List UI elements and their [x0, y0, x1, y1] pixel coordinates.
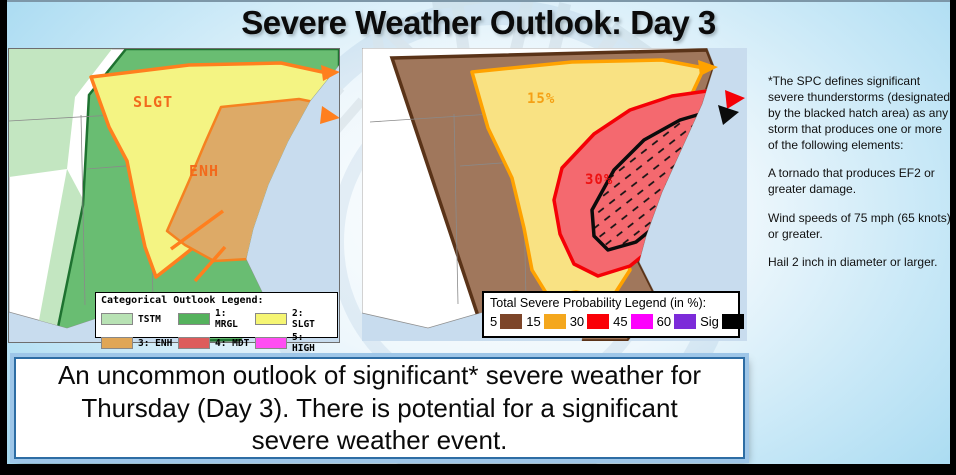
legend-item-enh: 3: ENH [101, 332, 178, 354]
prob45-swatch [630, 314, 653, 329]
prob5-swatch [500, 314, 523, 329]
legend-label: 3: ENH [138, 337, 173, 349]
tstm-strip [35, 169, 83, 342]
probability-legend: Total Severe Probability Legend (in %): … [482, 291, 744, 338]
legend-item-high: 5: HIGH [255, 332, 332, 354]
prob30-label: 30% [585, 172, 613, 188]
prob30-swatch [587, 314, 610, 329]
tstm-swatch [101, 313, 133, 325]
caption-box: An uncommon outlook of significant* seve… [14, 357, 745, 459]
legend-item-5: 5 [490, 314, 523, 329]
note-paragraph: A tornado that produces EF2 or greater d… [768, 166, 935, 197]
arrow-icon [718, 105, 739, 125]
legend-label: 15 [526, 314, 541, 329]
slide-background: WEATHER Severe Weather Outlook: Day 3 [7, 0, 950, 464]
categorical-legend: Categorical Outlook Legend: TSTM 1: MRGL… [95, 292, 338, 354]
legend-label: 1: MRGL [215, 308, 238, 330]
legend-label: TSTM [138, 313, 161, 325]
probability-outlook-map: 15% 30% [362, 48, 747, 341]
legend-label: 60 [656, 314, 672, 329]
legend-item-60: 60 [656, 314, 697, 329]
legend-label: Sig [700, 314, 719, 329]
sig-swatch [721, 314, 744, 329]
tstm-area [9, 49, 112, 177]
arrow-icon [321, 65, 339, 81]
legend-item-45: 45 [613, 314, 653, 329]
arrow-icon [320, 106, 339, 124]
arrow-icon [725, 90, 745, 109]
slgt-label: SLGT [133, 93, 173, 111]
legend-item-mdt: 4: MDT [178, 332, 255, 354]
note-paragraph: Hail 2 inch in diameter or larger. [768, 254, 938, 269]
page-title: Severe Weather Outlook: Day 3 [241, 4, 716, 41]
legend-label: 30 [569, 314, 585, 329]
legend-label: 5: HIGH [292, 332, 315, 354]
legend-label: 4: MDT [215, 337, 250, 349]
legend-item-15: 15 [526, 314, 566, 329]
legend-label: 5 [490, 314, 498, 329]
legend-item-sig: Sig [700, 314, 744, 329]
high-swatch [255, 337, 287, 349]
categorical-legend-title: Categorical Outlook Legend: [101, 295, 264, 306]
slgt-border-segment2 [193, 245, 227, 283]
enh-swatch [101, 337, 133, 349]
mdt-swatch [178, 337, 210, 349]
legend-item-slgt: 2: SLGT [255, 308, 332, 330]
legend-label: 2: SLGT [292, 308, 315, 330]
legend-label: 45 [613, 314, 628, 329]
mrgl-swatch [178, 313, 210, 325]
slgt-border-segment [169, 209, 225, 251]
enh-label: ENH [189, 162, 219, 180]
legend-item-mrgl: 1: MRGL [178, 308, 255, 330]
caption-text: An uncommon outlook of significant* seve… [57, 360, 702, 456]
prob15-label: 15% [527, 91, 555, 107]
probability-legend-title: Total Severe Probability Legend (in %): [490, 296, 707, 310]
note-paragraph: *The SPC defines significant severe thun… [768, 74, 950, 153]
legend-item-tstm: TSTM [101, 308, 178, 330]
arrow-icon [698, 60, 718, 76]
legend-item-30: 30 [569, 314, 610, 329]
note-paragraph: Wind speeds of 75 mph (65 knots) or grea… [768, 210, 950, 241]
prob15-swatch [543, 314, 566, 329]
slgt-swatch [255, 313, 287, 325]
spc-definition-note: *The SPC defines significant severe thun… [768, 73, 950, 282]
prob60-swatch [674, 314, 697, 329]
